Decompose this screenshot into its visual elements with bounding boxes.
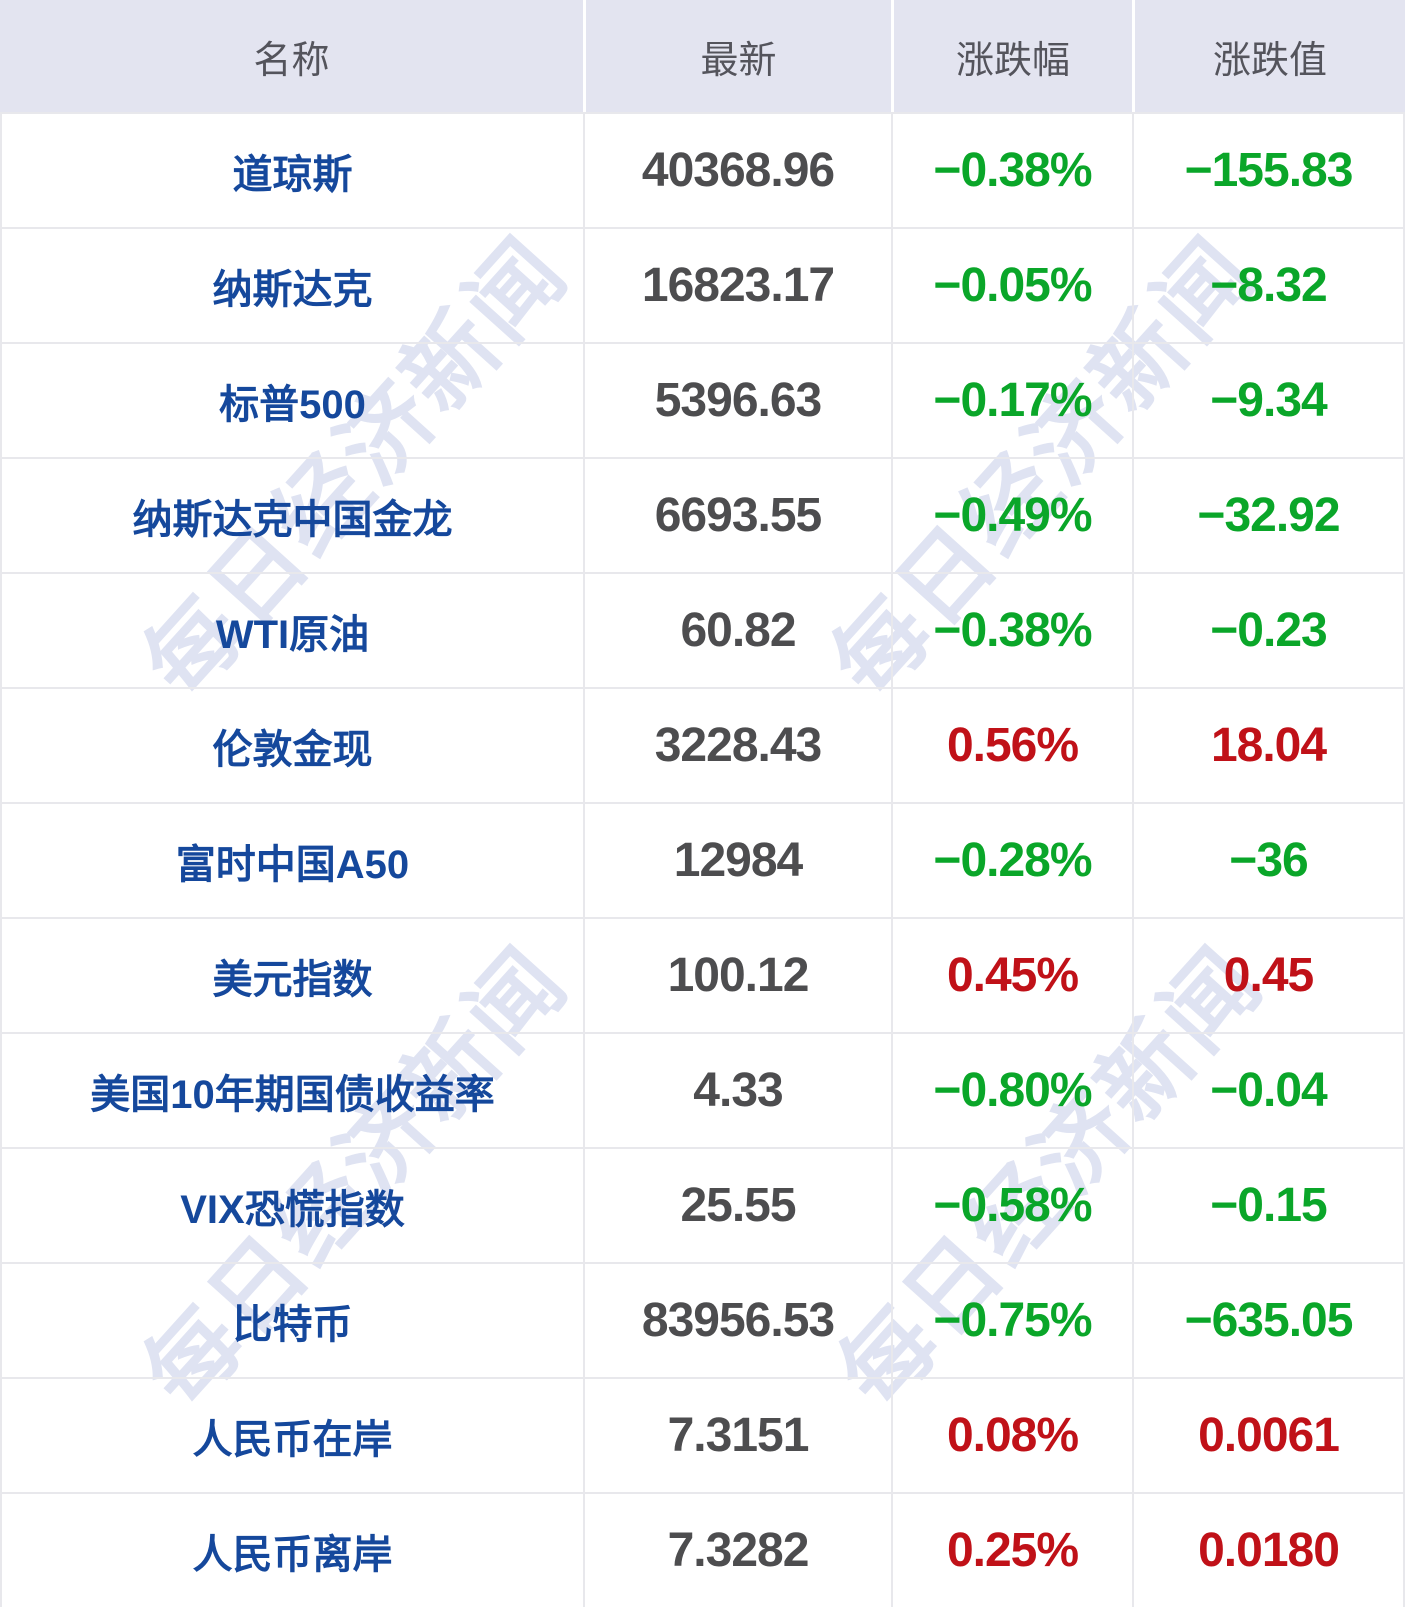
table-row: VIX恐慌指数 25.55 −0.58% −0.15 [0, 1147, 1405, 1262]
latest-value: 40368.96 [583, 112, 891, 227]
latest-value: 16823.17 [583, 227, 891, 342]
change-percent: 0.25% [891, 1492, 1132, 1607]
latest-value: 3228.43 [583, 687, 891, 802]
table-row: 人民币在岸 7.3151 0.08% 0.0061 [0, 1377, 1405, 1492]
table-header-row: 名称 最新 涨跌幅 涨跌值 [0, 0, 1405, 112]
instrument-name: WTI原油 [0, 572, 583, 687]
instrument-name: 纳斯达克 [0, 227, 583, 342]
instrument-name: 标普500 [0, 342, 583, 457]
table-row: WTI原油 60.82 −0.38% −0.23 [0, 572, 1405, 687]
change-percent: 0.45% [891, 917, 1132, 1032]
table-row: 比特币 83956.53 −0.75% −635.05 [0, 1262, 1405, 1377]
latest-value: 4.33 [583, 1032, 891, 1147]
column-header-latest: 最新 [583, 0, 891, 112]
latest-value: 7.3282 [583, 1492, 891, 1607]
change-percent: −0.05% [891, 227, 1132, 342]
instrument-name: 人民币离岸 [0, 1492, 583, 1607]
table-row: 纳斯达克中国金龙 6693.55 −0.49% −32.92 [0, 457, 1405, 572]
change-percent: 0.56% [891, 687, 1132, 802]
table-row: 美国10年期国债收益率 4.33 −0.80% −0.04 [0, 1032, 1405, 1147]
instrument-name: 美元指数 [0, 917, 583, 1032]
latest-value: 100.12 [583, 917, 891, 1032]
instrument-name: 人民币在岸 [0, 1377, 583, 1492]
table-row: 人民币离岸 7.3282 0.25% 0.0180 [0, 1492, 1405, 1607]
change-value: −155.83 [1132, 112, 1405, 227]
change-value: −9.34 [1132, 342, 1405, 457]
change-percent: −0.58% [891, 1147, 1132, 1262]
latest-value: 7.3151 [583, 1377, 891, 1492]
column-header-name: 名称 [253, 39, 330, 82]
instrument-name: 纳斯达克中国金龙 [0, 457, 583, 572]
table-row: 伦敦金现 3228.43 0.56% 18.04 [0, 687, 1405, 802]
table-row: 美元指数 100.12 0.45% 0.45 [0, 917, 1405, 1032]
column-header-change-pct: 涨跌幅 [891, 0, 1132, 112]
instrument-name: 富时中国A50 [0, 802, 583, 917]
change-percent: −0.38% [891, 112, 1132, 227]
table-row: 富时中国A50 12984 −0.28% −36 [0, 802, 1405, 917]
instrument-name: 美国10年期国债收益率 [0, 1032, 583, 1147]
table-row: 道琼斯 40368.96 −0.38% −155.83 [0, 112, 1405, 227]
instrument-name: 道琼斯 [0, 112, 583, 227]
change-value: −0.23 [1132, 572, 1405, 687]
change-percent: 0.08% [891, 1377, 1132, 1492]
latest-value: 12984 [583, 802, 891, 917]
change-value: 0.0061 [1132, 1377, 1405, 1492]
change-percent: −0.17% [891, 342, 1132, 457]
change-value: −0.15 [1132, 1147, 1405, 1262]
change-value: −635.05 [1132, 1262, 1405, 1377]
table-row: 纳斯达克 16823.17 −0.05% −8.32 [0, 227, 1405, 342]
latest-value: 6693.55 [583, 457, 891, 572]
change-percent: −0.38% [891, 572, 1132, 687]
change-value: −32.92 [1132, 457, 1405, 572]
table-row: 标普500 5396.63 −0.17% −9.34 [0, 342, 1405, 457]
latest-value: 5396.63 [583, 342, 891, 457]
change-percent: −0.80% [891, 1032, 1132, 1147]
change-value: 0.45 [1132, 917, 1405, 1032]
change-value: −36 [1132, 802, 1405, 917]
latest-value: 83956.53 [583, 1262, 891, 1377]
change-percent: −0.75% [891, 1262, 1132, 1377]
instrument-name: 比特币 [0, 1262, 583, 1377]
instrument-name: 伦敦金现 [0, 687, 583, 802]
change-value: 18.04 [1132, 687, 1405, 802]
change-value: 0.0180 [1132, 1492, 1405, 1607]
change-percent: −0.49% [891, 457, 1132, 572]
change-value: −8.32 [1132, 227, 1405, 342]
column-header-change-val: 涨跌值 [1132, 0, 1405, 112]
change-percent: −0.28% [891, 802, 1132, 917]
latest-value: 25.55 [583, 1147, 891, 1262]
latest-value: 60.82 [583, 572, 891, 687]
instrument-name: VIX恐慌指数 [0, 1147, 583, 1262]
change-value: −0.04 [1132, 1032, 1405, 1147]
